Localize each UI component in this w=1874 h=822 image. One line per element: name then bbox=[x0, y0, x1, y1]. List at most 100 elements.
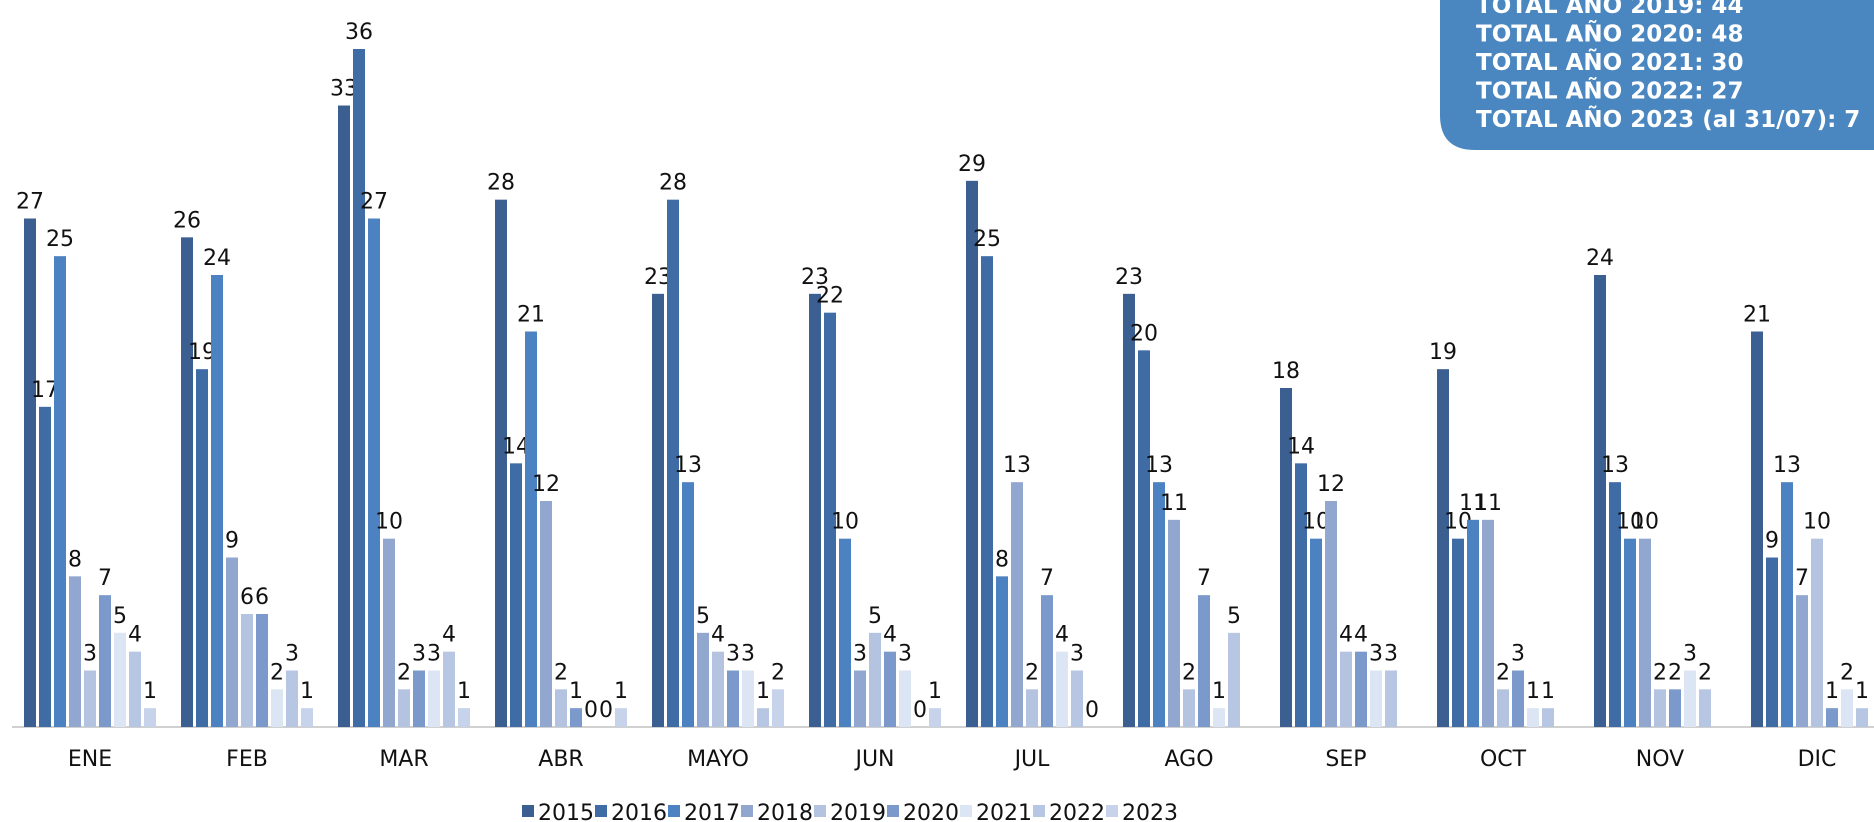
legend-swatch bbox=[741, 805, 753, 817]
data-label: 1 bbox=[1825, 679, 1839, 704]
bar bbox=[555, 689, 567, 727]
data-label: 7 bbox=[1795, 566, 1809, 591]
bar bbox=[1766, 557, 1778, 727]
data-label: 23 bbox=[1115, 265, 1143, 290]
legend-swatch bbox=[1033, 805, 1045, 817]
bar bbox=[570, 708, 582, 727]
legend-label: 2018 bbox=[757, 801, 813, 822]
bar bbox=[1639, 538, 1651, 727]
bar bbox=[1228, 632, 1240, 727]
data-label: 11 bbox=[1160, 491, 1188, 516]
data-label: 9 bbox=[1765, 529, 1779, 554]
data-label: 2 bbox=[554, 660, 568, 685]
total-line: TOTAL AÑO 2022: 27 bbox=[1476, 77, 1743, 105]
bar bbox=[1594, 275, 1606, 727]
data-label: 28 bbox=[487, 171, 515, 196]
x-tick-label: AGO bbox=[1164, 747, 1213, 772]
bar bbox=[271, 689, 283, 727]
data-label: 27 bbox=[16, 190, 44, 215]
bar bbox=[129, 651, 141, 727]
data-label: 3 bbox=[726, 642, 740, 667]
bar bbox=[1370, 670, 1382, 727]
data-label: 3 bbox=[427, 642, 441, 667]
bar bbox=[413, 670, 425, 727]
x-tick-label: FEB bbox=[226, 747, 268, 772]
data-label: 3 bbox=[853, 642, 867, 667]
bar bbox=[682, 482, 694, 727]
data-label: 5 bbox=[696, 604, 710, 629]
data-label: 4 bbox=[1339, 623, 1353, 648]
data-label: 28 bbox=[659, 171, 687, 196]
legend-label: 2016 bbox=[611, 801, 667, 822]
bar bbox=[428, 670, 440, 727]
data-label: 18 bbox=[1272, 359, 1300, 384]
bar bbox=[69, 576, 81, 727]
bar bbox=[697, 632, 709, 727]
data-label: 3 bbox=[1369, 642, 1383, 667]
bar bbox=[667, 199, 679, 727]
bar bbox=[256, 614, 268, 727]
bar bbox=[1467, 519, 1479, 727]
bar bbox=[398, 689, 410, 727]
bar bbox=[99, 595, 111, 727]
data-label: 0 bbox=[913, 698, 927, 723]
data-label: 10 bbox=[375, 510, 403, 535]
bar bbox=[1385, 670, 1397, 727]
bar bbox=[1325, 501, 1337, 727]
bar bbox=[1026, 689, 1038, 727]
bar bbox=[338, 105, 350, 727]
data-label: 2 bbox=[1698, 660, 1712, 685]
data-label: 2 bbox=[1496, 660, 1510, 685]
bar bbox=[1310, 538, 1322, 727]
data-label: 4 bbox=[711, 623, 725, 648]
data-label: 25 bbox=[46, 227, 74, 252]
bar bbox=[1497, 689, 1509, 727]
bar bbox=[114, 632, 126, 727]
bar bbox=[839, 538, 851, 727]
data-label: 21 bbox=[517, 303, 545, 328]
data-label: 13 bbox=[1003, 453, 1031, 478]
data-label: 8 bbox=[995, 547, 1009, 572]
bar bbox=[1609, 482, 1621, 727]
data-label: 1 bbox=[569, 679, 583, 704]
bar bbox=[929, 708, 941, 727]
data-label: 6 bbox=[240, 585, 254, 610]
data-label: 2 bbox=[1025, 660, 1039, 685]
data-label: 13 bbox=[674, 453, 702, 478]
total-line: TOTAL AÑO 2020: 48 bbox=[1476, 20, 1743, 48]
data-label: 3 bbox=[412, 642, 426, 667]
bar bbox=[1482, 519, 1494, 727]
bar bbox=[286, 670, 298, 727]
data-label: 1 bbox=[928, 679, 942, 704]
data-label: 21 bbox=[1743, 303, 1771, 328]
bar bbox=[39, 406, 51, 727]
data-label: 19 bbox=[1429, 340, 1457, 365]
bar bbox=[1123, 293, 1135, 727]
data-label: 24 bbox=[1586, 246, 1614, 271]
data-label: 7 bbox=[1040, 566, 1054, 591]
bar bbox=[301, 708, 313, 727]
bar bbox=[996, 576, 1008, 727]
data-label: 10 bbox=[831, 510, 859, 535]
data-label: 1 bbox=[1855, 679, 1869, 704]
legend-swatch bbox=[522, 805, 534, 817]
data-label: 3 bbox=[83, 642, 97, 667]
bar bbox=[742, 670, 754, 727]
bar bbox=[368, 218, 380, 727]
data-label: 13 bbox=[1145, 453, 1173, 478]
data-label: 4 bbox=[442, 623, 456, 648]
legend-label: 2019 bbox=[830, 801, 886, 822]
bar bbox=[1699, 689, 1711, 727]
total-line: TOTAL AÑO 2019: 44 bbox=[1476, 0, 1743, 19]
data-label: 25 bbox=[973, 227, 1001, 252]
data-label: 3 bbox=[1683, 642, 1697, 667]
bar bbox=[54, 256, 66, 727]
data-label: 2 bbox=[397, 660, 411, 685]
bar bbox=[383, 538, 395, 727]
bar bbox=[1213, 708, 1225, 727]
data-label: 23 bbox=[801, 265, 829, 290]
data-label: 6 bbox=[255, 585, 269, 610]
bar bbox=[458, 708, 470, 727]
